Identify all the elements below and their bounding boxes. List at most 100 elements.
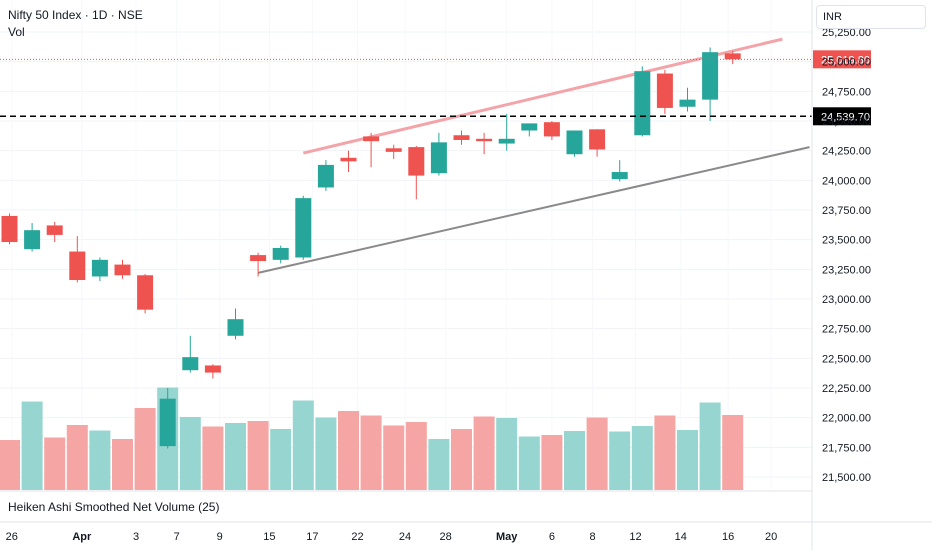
candle[interactable] — [589, 129, 606, 157]
candle[interactable] — [340, 150, 357, 173]
candle[interactable] — [702, 47, 719, 121]
candle[interactable] — [1, 213, 18, 245]
y-tick-label: 23,500.00 — [822, 235, 871, 247]
candle-body — [250, 255, 267, 262]
candle[interactable] — [204, 364, 221, 379]
candle[interactable] — [114, 259, 131, 279]
candle[interactable] — [408, 145, 425, 200]
y-tick-label: 24,500.00 — [822, 116, 871, 128]
y-tick-label: 24,000.00 — [822, 175, 871, 187]
candle[interactable] — [521, 123, 538, 137]
candle-body — [159, 398, 176, 447]
x-tick-label: 14 — [675, 531, 687, 543]
candle-body — [1, 215, 18, 243]
x-tick-label: 9 — [217, 531, 223, 543]
x-tick-label: 8 — [590, 531, 596, 543]
candle[interactable] — [543, 121, 560, 140]
candles — [1, 47, 741, 449]
lower-trendline[interactable] — [257, 146, 810, 274]
y-tick-label: 22,000.00 — [822, 413, 871, 425]
x-tick-label: 12 — [629, 531, 641, 543]
candle[interactable] — [566, 130, 583, 157]
candle[interactable] — [634, 66, 651, 137]
candle-body — [295, 198, 312, 258]
candle[interactable] — [385, 144, 402, 159]
currency-selector[interactable]: INR — [816, 5, 926, 29]
candle[interactable] — [24, 223, 41, 252]
x-tick-label: Apr — [72, 531, 92, 543]
volume-bar — [134, 408, 156, 490]
volume-bar — [338, 411, 359, 490]
y-tick-label: 21,750.00 — [822, 442, 871, 454]
volume-bar — [496, 418, 518, 490]
x-tick-label: 15 — [263, 531, 275, 543]
candle-body — [204, 365, 221, 373]
last-price-badge — [813, 50, 871, 69]
y-tick-label: 25,000.00 — [822, 57, 871, 69]
volume-bar — [292, 400, 314, 490]
candle[interactable] — [476, 132, 493, 155]
candle-body — [589, 129, 606, 150]
candle[interactable] — [453, 130, 470, 145]
candle-body — [227, 319, 244, 336]
x-tick-label: 28 — [440, 531, 452, 543]
candle-body — [137, 275, 154, 310]
candle-body — [656, 73, 673, 108]
level-price-badge — [813, 107, 871, 126]
volume-bar — [631, 426, 653, 490]
candle[interactable] — [91, 257, 108, 282]
x-tick-label: 17 — [306, 531, 318, 543]
candle[interactable] — [498, 113, 515, 151]
volume-bar — [677, 430, 698, 490]
candle-body — [385, 148, 402, 152]
volume-bars — [0, 387, 744, 490]
candle[interactable] — [182, 335, 199, 373]
volume-bar — [179, 417, 201, 490]
candle[interactable] — [69, 236, 86, 283]
candle-body — [453, 135, 470, 140]
candle-body — [476, 138, 493, 142]
candle[interactable] — [430, 132, 447, 176]
candle[interactable] — [250, 252, 267, 277]
volume-bar — [473, 416, 495, 490]
volume-bar — [586, 417, 608, 490]
y-tick-label: 22,750.00 — [822, 324, 871, 336]
volume-bar — [405, 422, 427, 490]
candle[interactable] — [656, 69, 673, 114]
y-tick-label: 22,250.00 — [822, 383, 871, 395]
x-tick-label: 20 — [765, 531, 777, 543]
candle-body — [46, 225, 63, 235]
grid — [0, 31, 812, 478]
volume-bar — [722, 415, 744, 490]
candle[interactable] — [137, 274, 154, 314]
y-tick-label: 23,250.00 — [822, 264, 871, 276]
candle-body — [430, 142, 447, 174]
y-tick-label: 24,250.00 — [822, 146, 871, 158]
volume-legend[interactable]: Vol — [8, 25, 25, 39]
x-tick-label: 6 — [549, 531, 555, 543]
candle[interactable] — [272, 245, 289, 264]
candle[interactable] — [159, 388, 176, 449]
level-price-label: 24,539.70 — [821, 111, 870, 123]
candle[interactable] — [317, 160, 334, 192]
volume-bar — [89, 430, 111, 490]
price-lines: 25,019.80 24,539.70 — [0, 50, 871, 126]
candle[interactable] — [227, 308, 244, 340]
candle[interactable] — [724, 50, 741, 65]
candle[interactable] — [679, 87, 696, 112]
candle[interactable] — [363, 132, 380, 168]
candle[interactable] — [611, 160, 628, 182]
volume-bar — [112, 439, 133, 490]
candle-body — [408, 147, 425, 176]
candle-body — [679, 99, 696, 107]
symbol-title[interactable]: Nifty 50 Index · 1D · NSE — [8, 8, 143, 22]
y-tick-label: 24,750.00 — [822, 86, 871, 98]
candle-body — [611, 172, 628, 180]
candle[interactable] — [46, 221, 63, 243]
volume-bar — [360, 415, 382, 490]
candle-body — [182, 357, 199, 371]
candle[interactable] — [295, 195, 312, 260]
indicator-title[interactable]: Heiken Ashi Smoothed Net Volume (25) — [8, 500, 220, 514]
